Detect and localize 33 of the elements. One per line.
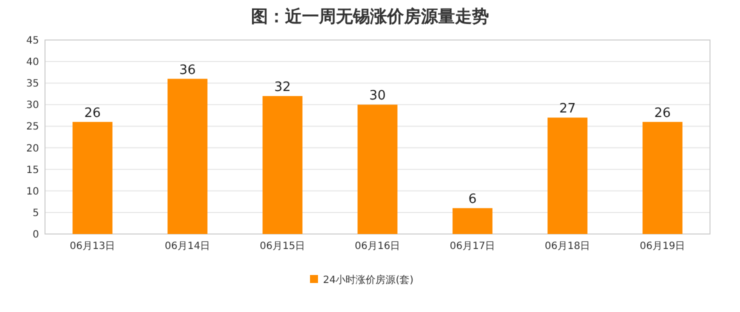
y-tick-label: 35 <box>26 78 39 90</box>
data-label: 32 <box>274 80 291 96</box>
bar <box>168 78 208 234</box>
y-tick-label: 25 <box>26 122 39 133</box>
bar <box>548 118 588 234</box>
data-label: 27 <box>559 102 576 117</box>
y-tick-label: 30 <box>26 100 39 112</box>
y-tick-label: 0 <box>32 230 39 240</box>
bar <box>642 122 682 234</box>
bar <box>72 122 112 234</box>
data-label: 26 <box>84 106 101 121</box>
x-tick-label: 06月14日 <box>164 241 210 252</box>
x-tick-label: 06月17日 <box>450 241 496 252</box>
y-tick-label: 45 <box>26 36 39 46</box>
data-label: 36 <box>179 62 196 78</box>
y-tick-label: 15 <box>26 164 39 176</box>
x-tick-label: 06月13日 <box>70 241 116 252</box>
bar <box>358 104 398 234</box>
y-tick-label: 40 <box>26 57 39 68</box>
data-label: 30 <box>369 88 386 104</box>
x-tick-label: 06月15日 <box>260 241 306 252</box>
bar <box>262 96 302 234</box>
chart-title: 图：近一周无锡涨价房源量走势 <box>251 7 489 27</box>
x-tick-label: 06月19日 <box>640 241 686 252</box>
y-tick-label: 5 <box>32 208 39 219</box>
legend-label: 24小时涨价房源(套) <box>323 274 414 286</box>
data-label: 6 <box>468 192 477 208</box>
data-label: 26 <box>654 106 671 121</box>
bar <box>452 208 492 234</box>
y-tick-label: 20 <box>26 143 39 154</box>
y-tick-label: 10 <box>26 186 39 198</box>
x-tick-label: 06月18日 <box>544 241 590 252</box>
x-tick-label: 06月16日 <box>354 241 400 252</box>
